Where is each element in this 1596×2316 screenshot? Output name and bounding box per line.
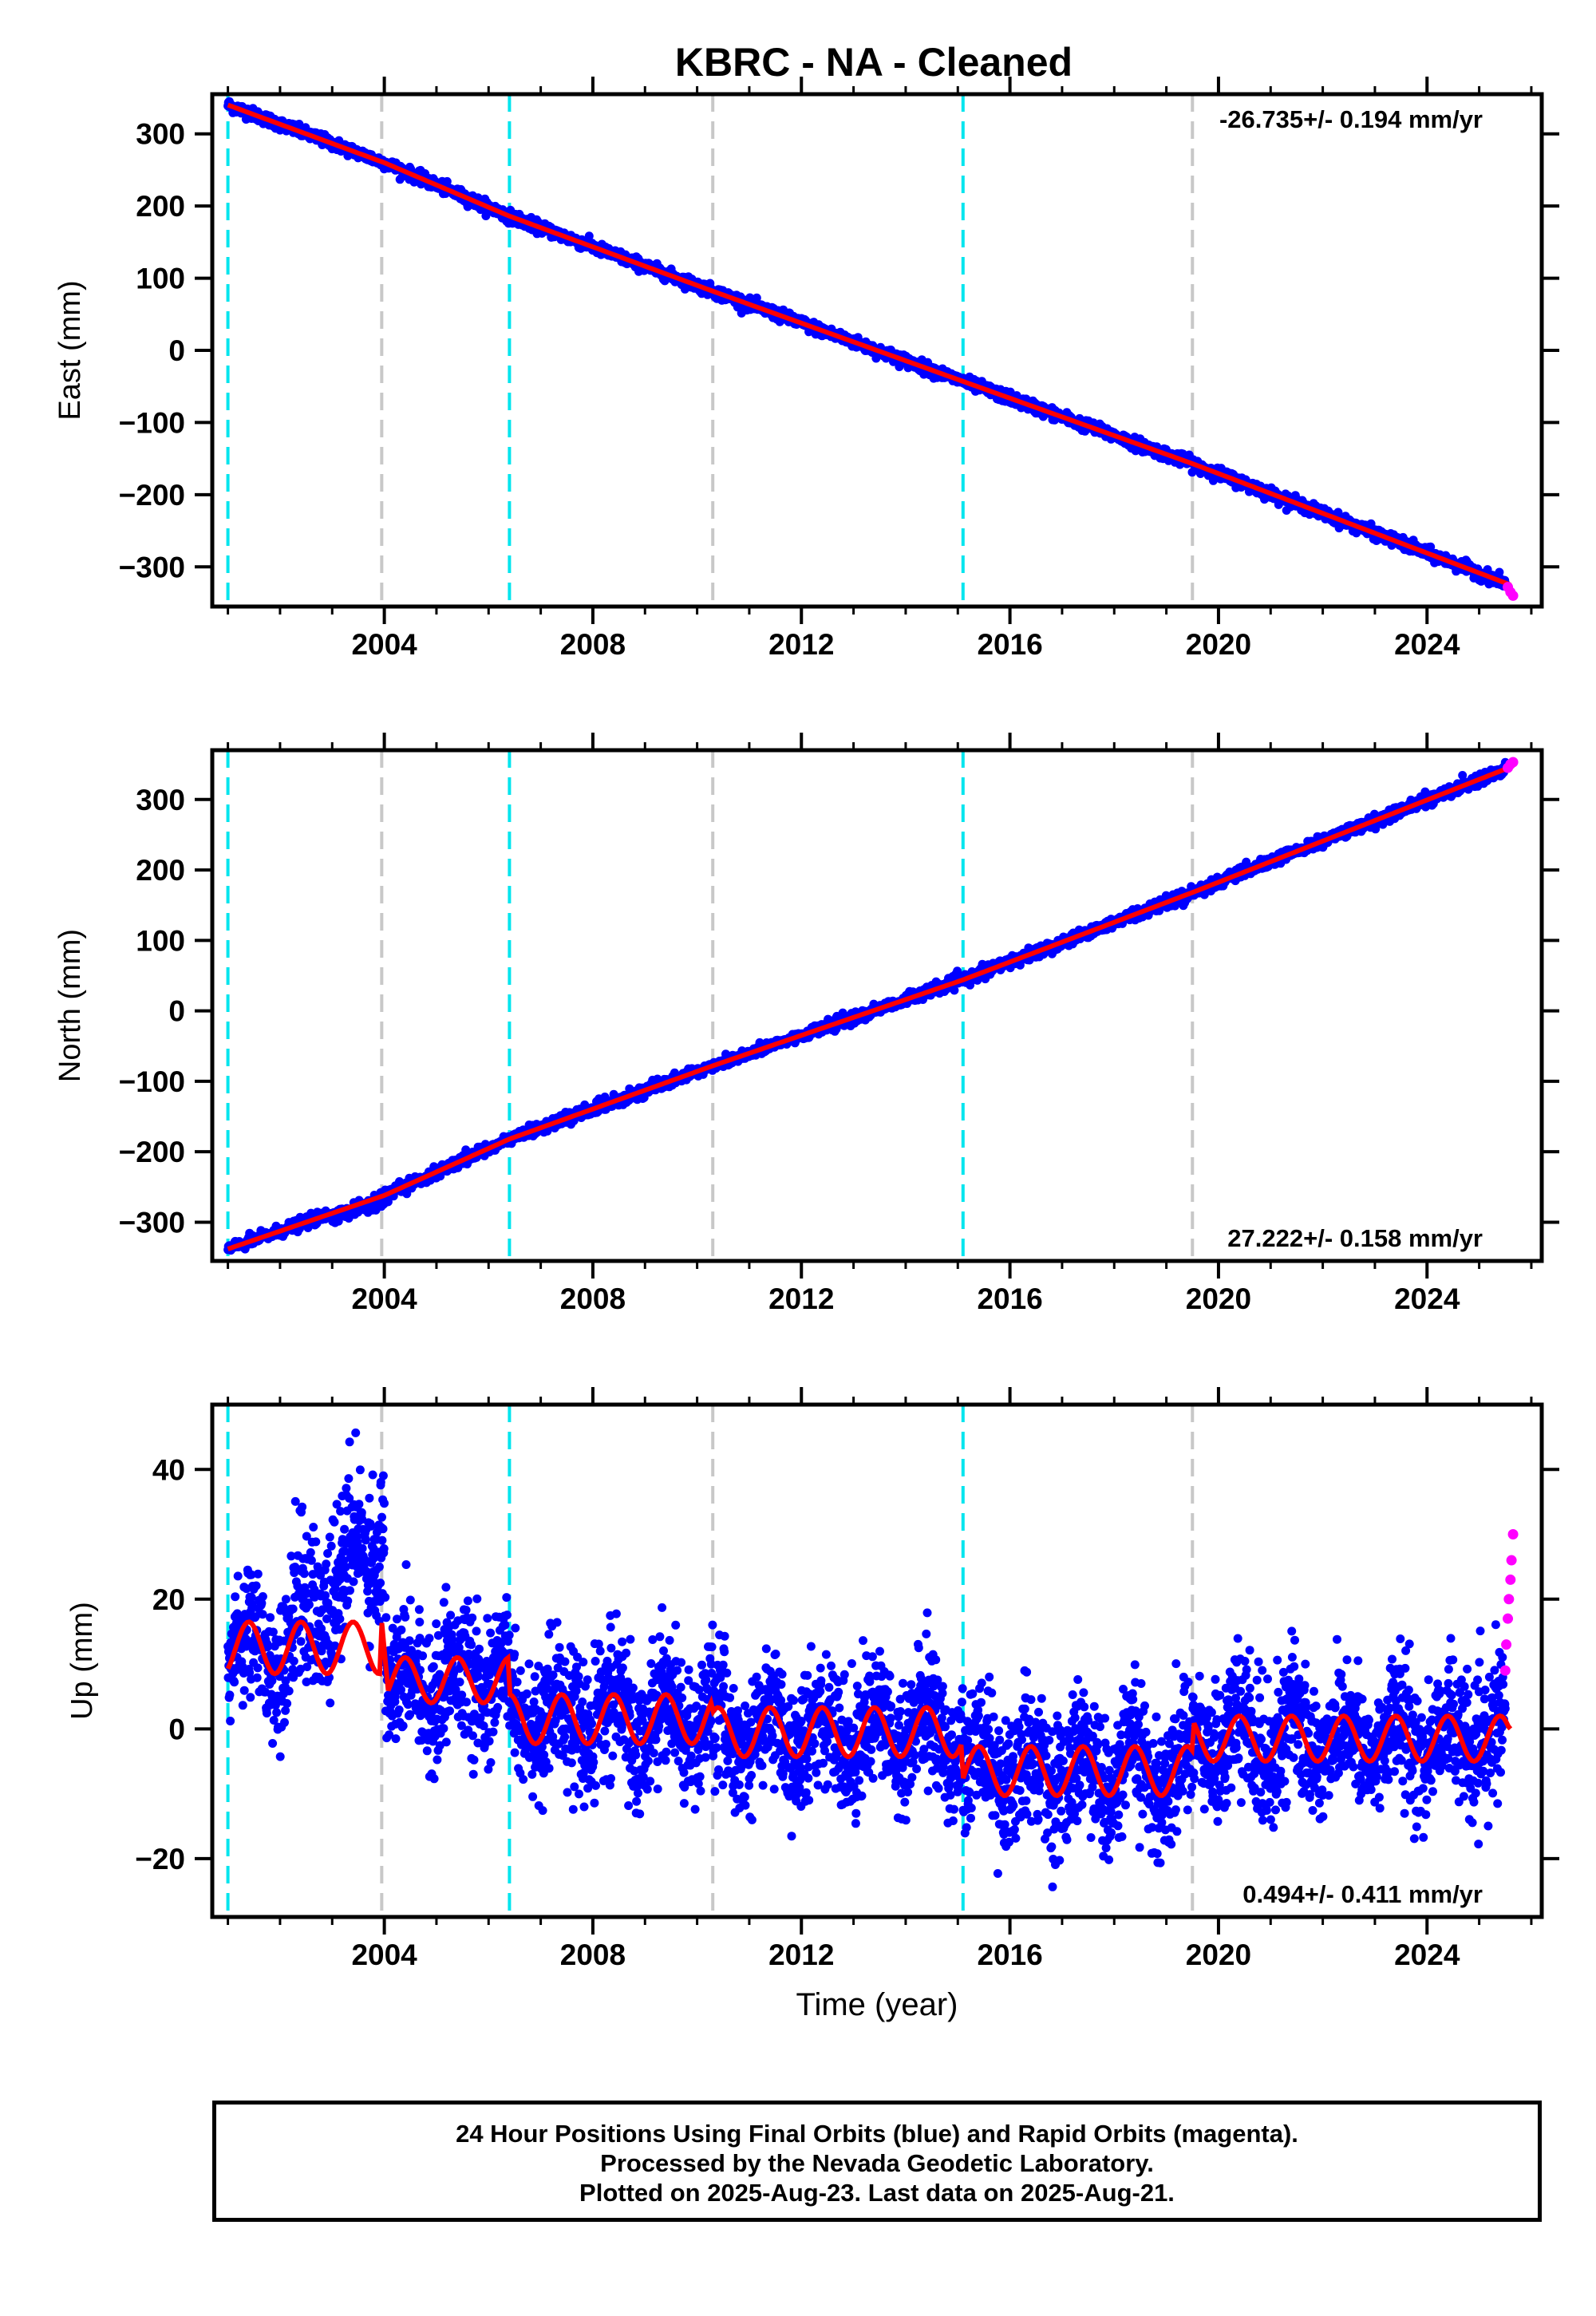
- data-point: [953, 966, 962, 976]
- y-tick-label: 200: [136, 190, 185, 223]
- data-point: [950, 986, 959, 995]
- x-tick-label: 2008: [560, 628, 626, 661]
- plot-area: [223, 94, 1519, 607]
- y-tick-label: −200: [119, 479, 185, 512]
- plot-area: [223, 750, 1519, 1261]
- x-tick-label: 2016: [977, 628, 1042, 661]
- rapid-orbit-points: [1503, 582, 1519, 601]
- data-point: [383, 1197, 393, 1207]
- panel-1: 2004 2008 2012 2016 2020 2024 −300 −200 −100 0 100…: [53, 77, 1559, 661]
- data-point: [752, 293, 761, 302]
- y-tick-label: −100: [119, 406, 185, 439]
- model-line: [227, 102, 1511, 587]
- x-tick-label: 2024: [1394, 628, 1460, 661]
- y-axis-label: East (mm): [53, 280, 87, 420]
- y-tick-label: 0: [168, 334, 185, 367]
- x-tick-label: 2020: [1186, 628, 1251, 661]
- x-tick-label: 2012: [768, 628, 834, 661]
- rapid-point: [1507, 590, 1519, 601]
- figure-title: KBRC - NA - Cleaned: [675, 40, 1073, 85]
- y-tick-label: −300: [119, 551, 185, 583]
- velocity-rate-label: -26.735+/- 0.194 mm/yr: [1219, 105, 1483, 133]
- x-tick-label: 2004: [351, 628, 417, 661]
- data-point: [584, 231, 594, 241]
- panel-2: 2004 2008 2012 2016 2020 2024−300−200−1000100…: [53, 733, 1559, 1315]
- y-tick-label: 100: [136, 263, 185, 295]
- y-tick-label: 300: [136, 118, 185, 151]
- data-point: [442, 176, 452, 186]
- final-orbit-points: [223, 97, 1510, 591]
